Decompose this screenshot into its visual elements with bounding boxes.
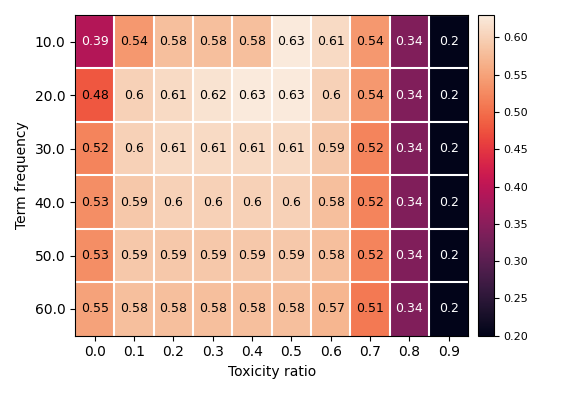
Text: 0.59: 0.59 xyxy=(160,249,187,262)
Y-axis label: Term frequency: Term frequency xyxy=(15,121,29,229)
Text: 0.58: 0.58 xyxy=(317,195,345,208)
Text: 0.62: 0.62 xyxy=(199,89,227,102)
Text: 0.59: 0.59 xyxy=(120,195,148,208)
Text: 0.59: 0.59 xyxy=(277,249,305,262)
Text: 0.2: 0.2 xyxy=(439,142,459,155)
Text: 0.52: 0.52 xyxy=(356,249,384,262)
Text: 0.34: 0.34 xyxy=(395,142,424,155)
Text: 0.34: 0.34 xyxy=(395,89,424,102)
Text: 0.61: 0.61 xyxy=(277,142,305,155)
Text: 0.34: 0.34 xyxy=(395,195,424,208)
Text: 0.2: 0.2 xyxy=(439,35,459,48)
Text: 0.58: 0.58 xyxy=(160,303,187,316)
Text: 0.6: 0.6 xyxy=(281,195,301,208)
Text: 0.6: 0.6 xyxy=(321,89,341,102)
Text: 0.52: 0.52 xyxy=(81,142,109,155)
Text: 0.59: 0.59 xyxy=(199,249,227,262)
Text: 0.55: 0.55 xyxy=(81,303,109,316)
Text: 0.53: 0.53 xyxy=(81,195,109,208)
Text: 0.58: 0.58 xyxy=(238,35,266,48)
Text: 0.61: 0.61 xyxy=(199,142,227,155)
Text: 0.6: 0.6 xyxy=(164,195,183,208)
Text: 0.58: 0.58 xyxy=(277,303,305,316)
Text: 0.58: 0.58 xyxy=(238,303,266,316)
Text: 0.2: 0.2 xyxy=(439,195,459,208)
Text: 0.6: 0.6 xyxy=(203,195,223,208)
Text: 0.58: 0.58 xyxy=(160,35,187,48)
Text: 0.54: 0.54 xyxy=(356,89,384,102)
Text: 0.48: 0.48 xyxy=(81,89,109,102)
Text: 0.59: 0.59 xyxy=(238,249,266,262)
Text: 0.59: 0.59 xyxy=(120,249,148,262)
Text: 0.54: 0.54 xyxy=(356,35,384,48)
Text: 0.6: 0.6 xyxy=(242,195,262,208)
Text: 0.34: 0.34 xyxy=(395,303,424,316)
X-axis label: Toxicity ratio: Toxicity ratio xyxy=(228,365,316,379)
Text: 0.2: 0.2 xyxy=(439,249,459,262)
Text: 0.63: 0.63 xyxy=(238,89,266,102)
Text: 0.63: 0.63 xyxy=(277,89,305,102)
Text: 0.57: 0.57 xyxy=(317,303,345,316)
Text: 0.52: 0.52 xyxy=(356,195,384,208)
Text: 0.2: 0.2 xyxy=(439,303,459,316)
Text: 0.6: 0.6 xyxy=(124,142,144,155)
Text: 0.61: 0.61 xyxy=(160,142,187,155)
Text: 0.58: 0.58 xyxy=(120,303,148,316)
Text: 0.58: 0.58 xyxy=(199,35,227,48)
Text: 0.52: 0.52 xyxy=(356,142,384,155)
Text: 0.34: 0.34 xyxy=(395,35,424,48)
Text: 0.61: 0.61 xyxy=(238,142,266,155)
Text: 0.58: 0.58 xyxy=(317,249,345,262)
Text: 0.51: 0.51 xyxy=(356,303,384,316)
Text: 0.53: 0.53 xyxy=(81,249,109,262)
Text: 0.63: 0.63 xyxy=(277,35,305,48)
Text: 0.34: 0.34 xyxy=(395,249,424,262)
Text: 0.54: 0.54 xyxy=(120,35,148,48)
Text: 0.61: 0.61 xyxy=(317,35,345,48)
Text: 0.2: 0.2 xyxy=(439,89,459,102)
Text: 0.59: 0.59 xyxy=(317,142,345,155)
Text: 0.39: 0.39 xyxy=(81,35,109,48)
Text: 0.61: 0.61 xyxy=(160,89,187,102)
Text: 0.58: 0.58 xyxy=(199,303,227,316)
Text: 0.6: 0.6 xyxy=(124,89,144,102)
